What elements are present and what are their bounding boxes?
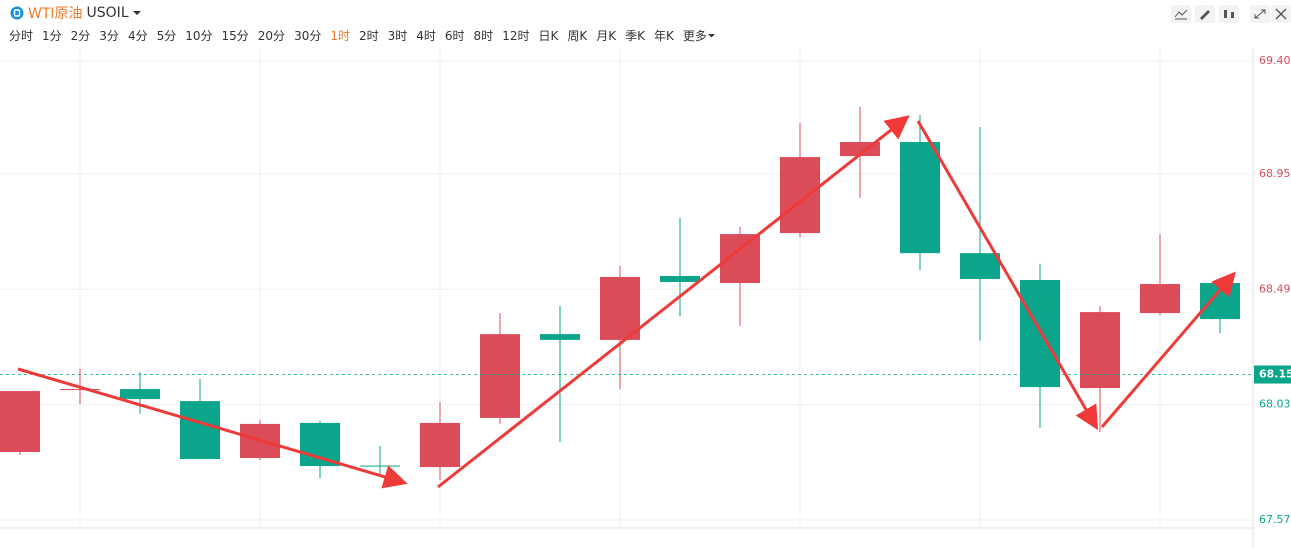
- period-tab[interactable]: 2时: [358, 29, 379, 43]
- period-tab[interactable]: 日K: [538, 29, 559, 43]
- candle-body: [1020, 279, 1060, 388]
- y-tick-label: 69.400: [1259, 54, 1291, 67]
- candle-body: [60, 389, 100, 391]
- y-tick-label: 68.490: [1259, 282, 1291, 295]
- period-tab[interactable]: 3分: [99, 29, 119, 43]
- caret: [707, 34, 715, 38]
- toolbar: WTI原油 USOIL 分时 1分 2分 3分 4分 5分 10分 15分 20分 30分 1时 2时…: [0, 0, 1291, 48]
- period-tab[interactable]: 2分: [70, 29, 91, 43]
- period-tab[interactable]: 4时: [416, 29, 436, 43]
- period-tab[interactable]: 分时: [9, 29, 34, 43]
- instrument-symbol[interactable]: USOIL: [86, 5, 129, 21]
- candle-body: [0, 391, 40, 453]
- period-tab[interactable]: 3时: [387, 29, 408, 43]
- period-tab[interactable]: 4分: [127, 29, 148, 43]
- period-tab[interactable]: 季K: [625, 29, 645, 43]
- period-tab[interactable]: 1分: [42, 29, 62, 43]
- period-tab[interactable]: 5分: [156, 29, 177, 43]
- candle-body: [1140, 283, 1180, 314]
- candle-body: [900, 142, 940, 254]
- y-tick-label: 68.030: [1259, 398, 1291, 411]
- caret: [132, 11, 141, 15]
- candle-body: [780, 157, 820, 234]
- icon-button[interactable]: [1219, 5, 1239, 23]
- period-tabs: 分时 1分 2分 3分 4分 5分 10分 15分 20分 30分 1时 2时 3时 4时 6时 8时 12时日…: [9, 27, 715, 44]
- candle-body: [360, 465, 400, 467]
- period-tab[interactable]: 月K: [596, 29, 617, 43]
- period-tab[interactable]: 6时: [444, 29, 465, 43]
- period-tab[interactable]: 10分: [185, 29, 213, 43]
- candle-body: [660, 275, 700, 282]
- period-tab[interactable]: 12时: [502, 29, 530, 43]
- last-price-label: 68.150: [1259, 368, 1291, 381]
- instrument-title: WTI原油: [28, 6, 83, 22]
- period-tab[interactable]: 15分: [221, 29, 249, 43]
- period-tab[interactable]: 1时: [330, 29, 350, 43]
- period-tab[interactable]: 年K: [653, 29, 674, 43]
- y-tick-label: 68.950: [1259, 167, 1291, 180]
- candle-body: [960, 253, 1000, 279]
- candle-body: [720, 234, 760, 283]
- candle-body: [600, 276, 640, 340]
- candle-body: [480, 334, 520, 418]
- period-tab[interactable]: 30分: [294, 29, 322, 43]
- candle-body: [1080, 312, 1120, 389]
- period-tab[interactable]: 周K: [567, 29, 588, 43]
- title-bar: WTI原油 USOIL: [10, 3, 141, 23]
- more-tab[interactable]: 更多: [682, 29, 707, 43]
- period-tab[interactable]: 20分: [257, 29, 286, 43]
- candle-body: [540, 334, 580, 340]
- candle-body: [180, 401, 220, 460]
- candle-body: [120, 389, 160, 400]
- last-price-box: [1254, 365, 1291, 384]
- candle-body: [300, 422, 340, 467]
- tool-icons: [1171, 5, 1291, 23]
- candle-body: [840, 142, 880, 157]
- candle-body: [420, 422, 460, 468]
- logo: [10, 6, 24, 20]
- candle-body: [1200, 282, 1240, 320]
- y-tick-label: 67.570: [1259, 513, 1291, 526]
- period-tab[interactable]: 8时: [473, 29, 494, 43]
- candle-body: [240, 423, 280, 459]
